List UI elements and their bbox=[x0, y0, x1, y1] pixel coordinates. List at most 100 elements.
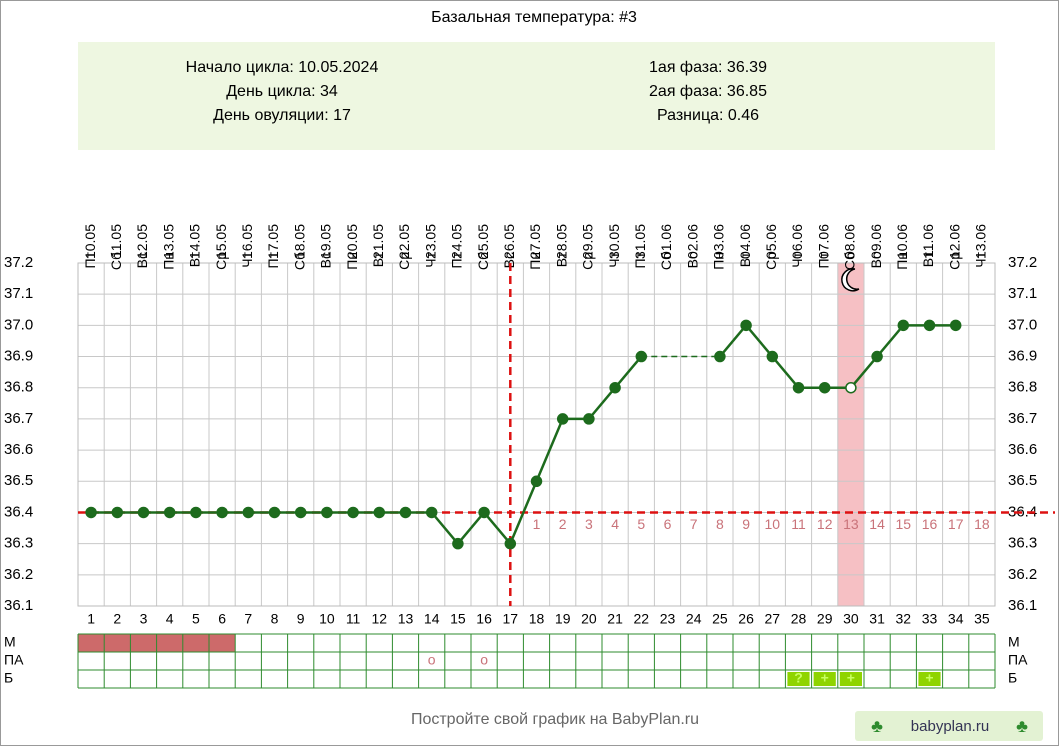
temperature-point bbox=[609, 381, 621, 394]
day-label: 15 bbox=[450, 611, 466, 627]
date-label: 29.05 bbox=[580, 224, 596, 259]
date-label: 17.05 bbox=[265, 224, 281, 259]
weekday-label: Пт bbox=[449, 251, 465, 268]
period-cell bbox=[78, 634, 105, 652]
phase-day: 12 bbox=[817, 516, 833, 532]
y-tick-label: 36.4 bbox=[4, 503, 33, 520]
clover-icon: ♣ bbox=[1016, 716, 1028, 736]
info-line: 1ая фаза: 36.39 bbox=[649, 59, 767, 76]
temperature-point bbox=[897, 319, 910, 332]
temperature-point bbox=[635, 350, 648, 363]
temperature-point bbox=[714, 350, 726, 363]
day-label: 13 bbox=[398, 611, 414, 627]
row-label: Б bbox=[4, 670, 13, 686]
weekday-label: Пн bbox=[894, 252, 910, 270]
weekday-label: Ср bbox=[396, 252, 412, 270]
weekday-label: Вс bbox=[318, 252, 334, 268]
mark-text: + bbox=[821, 670, 829, 686]
day-label: 9 bbox=[297, 611, 305, 627]
weekday-label: Вс bbox=[684, 252, 700, 268]
day-label: 23 bbox=[660, 611, 676, 627]
day-label: 7 bbox=[244, 611, 252, 627]
period-cell bbox=[209, 634, 236, 652]
date-label: 20.05 bbox=[344, 224, 360, 259]
date-label: 14.05 bbox=[187, 224, 203, 259]
weekday-label: Чт bbox=[606, 251, 622, 267]
temperature-point bbox=[504, 537, 517, 550]
highlight-column bbox=[837, 263, 864, 606]
weekday-label: Пн bbox=[711, 252, 727, 270]
info-line: День цикла: 34 bbox=[226, 83, 338, 100]
y-tick-label: 36.2 bbox=[4, 566, 33, 583]
day-label: 1 bbox=[87, 611, 95, 627]
y-tick-label-right: 36.2 bbox=[1008, 566, 1037, 583]
day-label: 24 bbox=[686, 611, 702, 627]
date-label: 23.05 bbox=[422, 224, 438, 259]
temperature-point bbox=[452, 537, 464, 550]
period-cell bbox=[104, 634, 131, 652]
phase-day: 15 bbox=[896, 516, 912, 532]
date-label: 11.05 bbox=[108, 224, 124, 258]
row-label-right: М bbox=[1008, 634, 1020, 650]
date-label: 27.05 bbox=[527, 224, 543, 259]
y-tick-label-right: 37.1 bbox=[1008, 285, 1037, 302]
date-label: 01.06 bbox=[658, 224, 674, 259]
temperature-point bbox=[871, 350, 883, 363]
weekday-label: Сб bbox=[658, 252, 674, 270]
date-label: 25.05 bbox=[475, 224, 491, 259]
info-line: День овуляции: 17 bbox=[213, 107, 351, 124]
date-label: 31.05 bbox=[632, 224, 648, 259]
day-label: 33 bbox=[922, 611, 938, 627]
info-line: Начало цикла: 10.05.2024 bbox=[186, 59, 379, 76]
weekday-label: Ср bbox=[763, 252, 779, 270]
badge-text[interactable]: babyplan.ru bbox=[911, 718, 989, 735]
y-tick-label: 36.6 bbox=[4, 441, 33, 458]
y-tick-label: 37.1 bbox=[4, 285, 33, 302]
info-box bbox=[78, 42, 995, 150]
phase-day: 2 bbox=[559, 516, 567, 532]
period-cell bbox=[182, 634, 209, 652]
temperature-point bbox=[242, 506, 255, 519]
y-tick-label: 36.5 bbox=[4, 472, 33, 489]
weekday-label: Пт bbox=[815, 251, 831, 268]
y-tick-label: 36.9 bbox=[4, 348, 33, 365]
day-label: 34 bbox=[948, 611, 964, 627]
y-tick-label-right: 36.7 bbox=[1008, 410, 1037, 427]
day-label: 19 bbox=[555, 611, 571, 627]
weekday-label: Чт bbox=[239, 251, 255, 267]
date-label: 19.05 bbox=[318, 224, 334, 259]
y-tick-label-right: 36.3 bbox=[1008, 535, 1037, 552]
date-label: 11.06 bbox=[920, 224, 936, 258]
day-label: 2 bbox=[113, 611, 121, 627]
badge-box bbox=[855, 711, 1043, 741]
y-tick-label: 37.2 bbox=[4, 254, 33, 271]
date-label: 24.05 bbox=[449, 224, 465, 259]
day-label: 28 bbox=[791, 611, 807, 627]
weekday-label: Вт bbox=[187, 251, 203, 267]
temperature-point bbox=[190, 506, 202, 519]
phase-day: 11 bbox=[791, 516, 806, 532]
mark-text: + bbox=[925, 670, 933, 686]
phase-day: 18 bbox=[974, 516, 990, 532]
day-label: 27 bbox=[765, 611, 781, 627]
phase-day: 8 bbox=[716, 516, 724, 532]
day-label: 3 bbox=[140, 611, 148, 627]
weekday-label: Вс bbox=[868, 252, 884, 268]
day-label: 5 bbox=[192, 611, 200, 627]
date-label: 12.06 bbox=[946, 224, 962, 259]
day-label: 30 bbox=[843, 611, 859, 627]
weekday-label: Пт bbox=[632, 251, 648, 268]
row-label-right: ПА bbox=[1008, 652, 1028, 668]
day-label: 10 bbox=[319, 611, 335, 627]
temperature-point bbox=[792, 381, 805, 394]
day-label: 11 bbox=[346, 611, 361, 627]
temperature-point bbox=[294, 506, 307, 519]
day-label: 4 bbox=[166, 611, 174, 627]
date-label: 28.05 bbox=[553, 224, 569, 259]
date-label: 07.06 bbox=[815, 224, 831, 259]
y-tick-label-right: 36.8 bbox=[1008, 379, 1037, 396]
weekday-label: Сб bbox=[842, 252, 858, 270]
day-label: 31 bbox=[869, 611, 885, 627]
period-cell bbox=[156, 634, 183, 652]
temperature-point bbox=[137, 506, 150, 519]
